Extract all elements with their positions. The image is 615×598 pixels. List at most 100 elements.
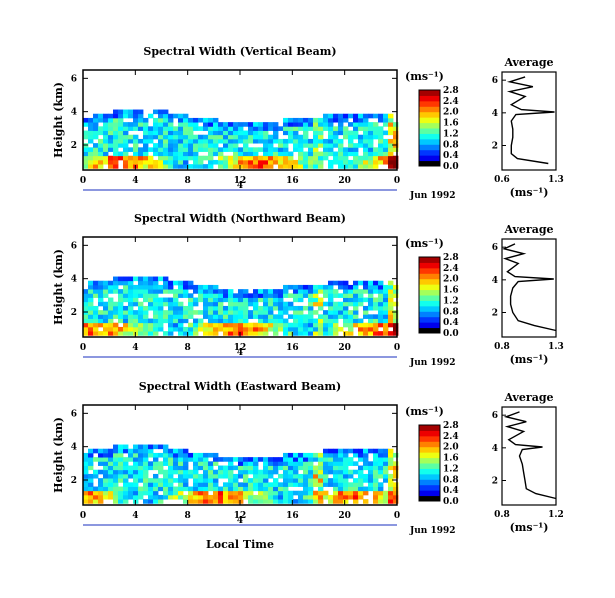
heatmap-cell [308,469,314,475]
heatmap-cell [143,314,149,319]
heatmap-cell [368,122,374,127]
heatmap-cell [288,301,294,307]
heatmap-cell [98,469,104,475]
heatmap-cell [308,284,314,290]
heatmap-cell [213,486,219,492]
heatmap-cell [103,289,109,294]
heatmap-cell [153,159,159,165]
heatmap-cell [183,280,189,286]
heatmap-cell [203,494,209,500]
heatmap-cell [318,122,324,127]
heatmap-cell [313,318,319,324]
heatmap-cell [258,289,264,294]
heatmap-cell [208,147,214,152]
heatmap-cell [368,322,374,328]
heatmap-cell [158,276,164,282]
colorbar-swatch [419,100,440,107]
heatmap-cell [368,293,374,298]
heatmap-cell [163,109,169,115]
heatmap-cell [328,289,334,294]
heatmap-cell [343,301,349,307]
heatmap-cell [143,322,149,328]
heatmap-cell [83,465,89,471]
heatmap-cell [313,457,319,462]
heatmap-cell [103,486,109,492]
heatmap-cell [293,297,299,303]
heatmap-cell [343,113,349,119]
heatmap-cell [198,461,204,466]
heatmap-cell [318,499,324,504]
heatmap-cell [213,314,219,319]
heatmap-cell [133,482,139,487]
heatmap-cell [153,151,159,157]
heatmap-cell [228,143,234,148]
heatmap-cell [183,314,189,319]
heatmap-cell [293,326,299,332]
heatmap-cell [83,322,89,328]
heatmap-cell [133,126,139,131]
heatmap-cell [173,326,179,332]
heatmap-cell [153,284,159,290]
heatmap-cell [273,151,279,157]
heatmap-cell [333,452,339,458]
heatmap-cell [163,469,169,475]
heatmap-cell [318,461,324,466]
heatmap-cell [233,499,239,504]
heatmap-cell [168,164,174,169]
heatmap-cell [223,159,229,165]
heatmap-cell [298,478,304,483]
heatmap-cell [358,117,364,123]
heatmap-cell [213,490,219,496]
colorbar-tick-label: 2.8 [443,253,459,263]
heatmap-cell [238,147,244,152]
heatmap-cell [178,293,184,298]
heatmap-cell [198,297,204,303]
heatmap-cell [123,155,129,161]
heatmap-cell [343,461,349,466]
heatmap-cell [273,457,279,462]
heatmap-cell [338,314,344,319]
heatmap-cell [303,117,309,123]
heatmap-cell [178,322,184,328]
heatmap-cell [148,318,154,324]
heatmap-cell [388,494,394,500]
heatmap-cell [258,331,264,336]
heatmap-cell [168,159,174,165]
x-tick-label: 20 [338,343,351,353]
heatmap-cell [258,318,264,324]
heatmap-cell [163,130,169,136]
heatmap-cell [108,469,114,475]
heatmap-cell [88,151,94,157]
heatmap-cell [183,122,189,127]
heatmap-cell [268,151,274,157]
heatmap-cell [318,305,324,311]
heatmap-cell [228,482,234,487]
heatmap-cell [113,138,119,144]
heatmap-cell [353,452,359,458]
heatmap-cell [393,134,399,140]
heatmap-cell [328,331,334,336]
heatmap-cell [123,305,129,311]
panel-title: Spectral Width (Vertical Beam) [143,45,336,58]
heatmap-cell [138,452,144,458]
heatmap-cell [148,134,154,140]
heatmap-cell [303,305,309,311]
heatmap-cell [248,469,254,475]
heatmap-cell [273,494,279,500]
heatmap-cell [378,159,384,165]
heatmap-cell [108,134,114,140]
heatmap-cell [358,318,364,324]
heatmap-cell [98,318,104,324]
heatmap-cell [368,130,374,136]
heatmap-cell [353,143,359,148]
average-y-tick-label: 2 [492,477,498,487]
y-tick-label: 4 [71,275,77,285]
heatmap-cell [83,499,89,504]
heatmap-cell [333,117,339,123]
heatmap-cell [378,305,384,311]
heatmap-cell [148,280,154,286]
colorbar-tick-label: 0.0 [443,497,459,507]
heatmap-cell [178,482,184,487]
heatmap-cell [393,159,399,165]
heatmap-cell [268,155,274,161]
